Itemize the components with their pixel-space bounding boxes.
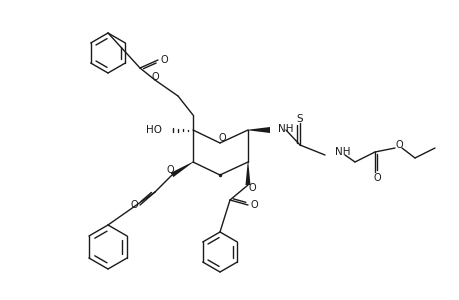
Text: O: O (394, 140, 402, 150)
Text: O: O (160, 55, 168, 65)
Text: O: O (130, 200, 138, 210)
Text: O: O (166, 165, 174, 175)
Text: O: O (248, 183, 255, 193)
Text: O: O (250, 200, 257, 210)
Text: O: O (151, 72, 158, 82)
Text: NH: NH (277, 124, 293, 134)
Text: S: S (296, 114, 302, 124)
Text: O: O (372, 173, 380, 183)
Text: HO: HO (146, 125, 162, 135)
Polygon shape (245, 162, 250, 185)
Polygon shape (247, 127, 269, 133)
Polygon shape (170, 162, 193, 177)
Text: O: O (218, 133, 225, 143)
Text: NH: NH (334, 147, 350, 157)
